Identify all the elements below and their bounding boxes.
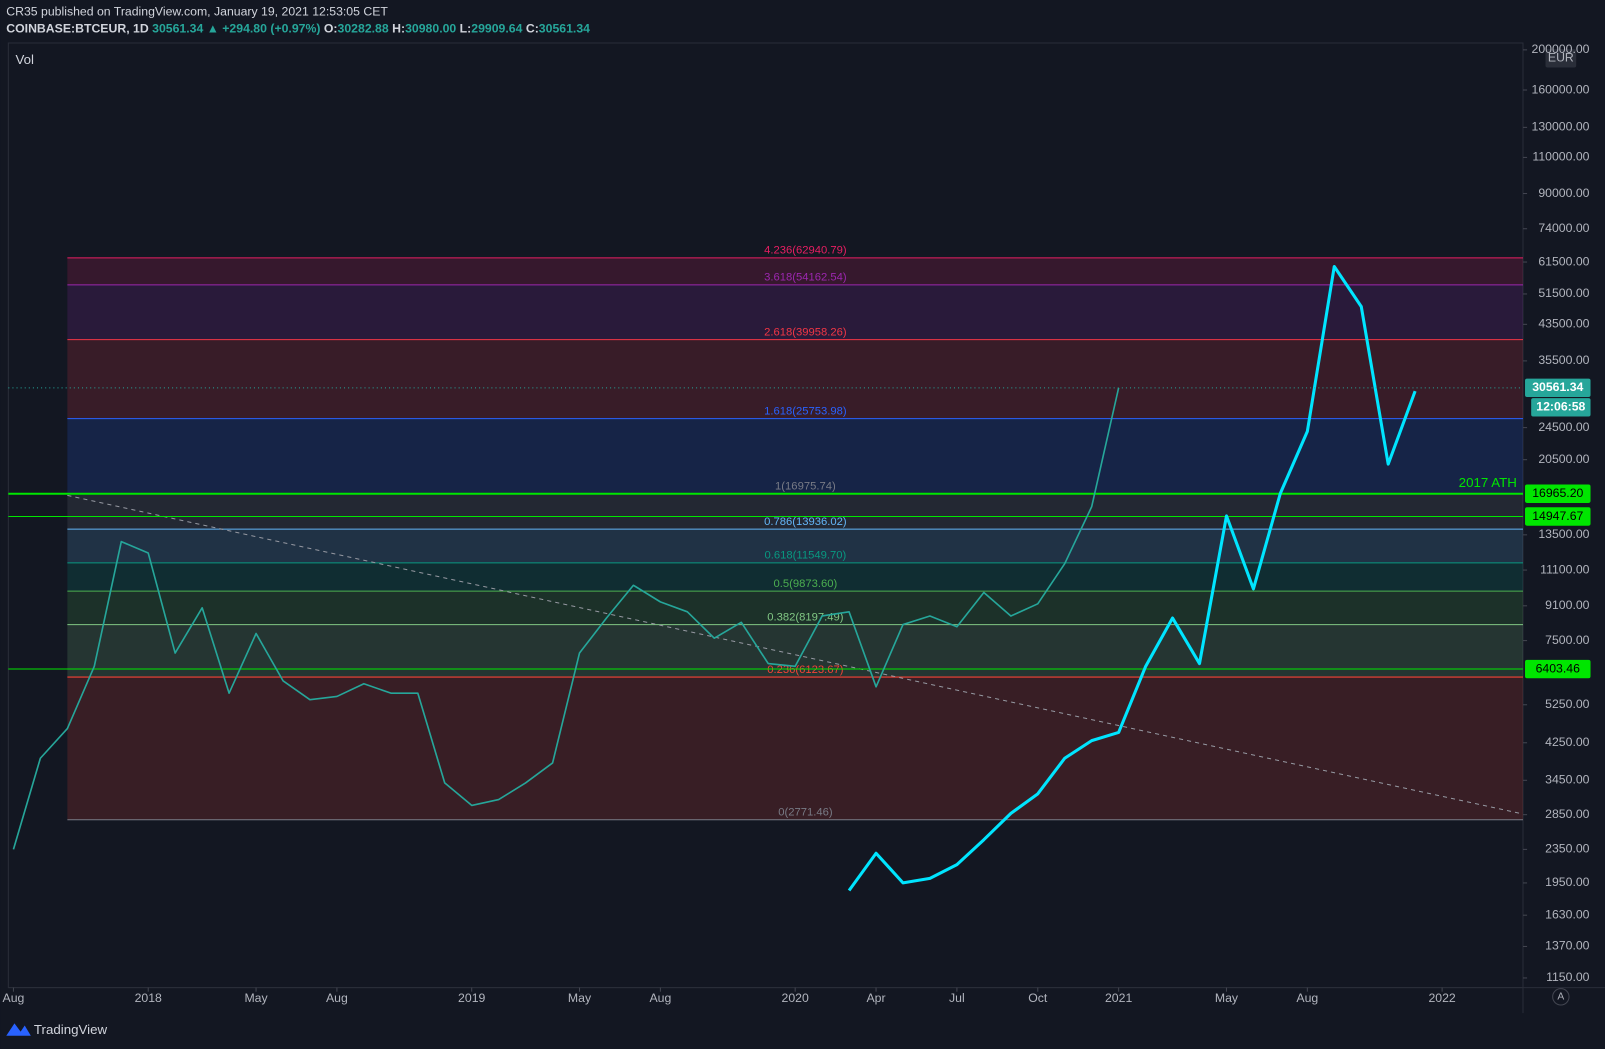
price-tag-label: 30561.34	[1532, 380, 1583, 394]
price-tag	[1525, 484, 1591, 503]
fib-zone	[67, 529, 1523, 563]
fib-zone	[67, 677, 1523, 820]
y-tick-label: 4250.00	[1545, 735, 1590, 749]
countdown: 12:06:58	[1536, 400, 1585, 414]
logo	[6, 1023, 31, 1036]
x-tick-label: 2021	[1105, 991, 1132, 1005]
fib-label: 1(16975.74)	[775, 480, 836, 492]
x-tick-label: Aug	[1296, 991, 1318, 1005]
x-tick-label: May	[568, 991, 592, 1005]
price-tag-label: 14947.67	[1532, 509, 1583, 523]
y-tick-label: 130000.00	[1532, 120, 1590, 134]
price-line-series	[12, 387, 1120, 850]
value: 30282.88	[338, 22, 389, 36]
fib-label: 3.618(54162.54)	[764, 272, 847, 284]
author-line: CR35 published on TradingView.com, Janua…	[6, 5, 388, 19]
pane	[7, 42, 1524, 989]
fib-zone	[67, 591, 1523, 625]
y-tick-label: 43500.00	[1538, 317, 1589, 331]
y-tick-label: 1950.00	[1545, 875, 1590, 889]
value: 30980.00	[405, 22, 456, 36]
fib-zone	[67, 624, 1523, 678]
x-tick-label: Oct	[1028, 991, 1048, 1005]
fib-label: 0.786(13936.02)	[764, 516, 847, 528]
fib-label: 0.618(11549.70)	[765, 550, 847, 562]
value: 30561.34	[539, 22, 590, 36]
y-tick-label: 1150.00	[1546, 970, 1590, 984]
y-tick-label: 7500.00	[1545, 633, 1590, 647]
fib-label: 0(2771.46)	[778, 807, 833, 819]
volume-label: Vol	[15, 52, 34, 67]
y-tick-label: 1630.00	[1545, 907, 1590, 921]
symbol: COINBASE:BTCEUR, 1D	[6, 22, 149, 36]
annotation: 2017 ATH	[1459, 475, 1517, 490]
y-tick-label: 61500.00	[1538, 254, 1589, 268]
x-tick-label: Jul	[949, 991, 965, 1005]
fib-label: 4.236(62940.79)	[764, 245, 847, 257]
fib-zone	[67, 257, 1523, 285]
price-tag	[1525, 378, 1591, 398]
brand: TradingView	[34, 1022, 108, 1037]
fib-label: 1.618(25753.98)	[764, 405, 847, 417]
price-line-series	[847, 264, 1417, 892]
y-tick-label: 11100.00	[1540, 562, 1590, 576]
last: 30561.34	[152, 22, 203, 36]
y-tick-label: 5250.00	[1545, 697, 1590, 711]
scale-button[interactable]	[1552, 988, 1570, 1006]
y-tick-label: 160000.00	[1532, 82, 1590, 96]
x-tick-label: May	[1215, 991, 1239, 1005]
y-tick-label: 2350.00	[1545, 842, 1590, 856]
x-tick-label: Aug	[3, 991, 25, 1005]
trendline	[67, 494, 1524, 815]
x-tick-label: Apr	[866, 991, 885, 1005]
x-tick-label: 2020	[782, 991, 809, 1005]
y-tick-label: 20500.00	[1538, 452, 1589, 466]
label: H:	[392, 22, 405, 36]
y-tick-label: 3450.00	[1545, 773, 1590, 787]
value: 29909.64	[471, 22, 522, 36]
x-tick-label: 2019	[458, 991, 485, 1005]
currency-box	[1545, 49, 1577, 68]
y-tick-label: 74000.00	[1538, 221, 1589, 235]
currency: EUR	[1548, 51, 1574, 65]
fib-zone	[67, 339, 1523, 419]
y-tick-label: 51500.00	[1538, 286, 1589, 300]
y-tick-label: 35500.00	[1538, 353, 1589, 367]
x-tick-label: May	[244, 991, 268, 1005]
y-tick-label: 2850.00	[1545, 807, 1590, 821]
fib-zone	[67, 418, 1523, 494]
fib-zone	[67, 284, 1523, 340]
price-tag-label: 16965.20	[1532, 486, 1583, 500]
y-tick-label: 90000.00	[1538, 186, 1589, 200]
countdown-tag	[1531, 398, 1591, 417]
fib-label: 2.618(39958.26)	[764, 326, 847, 338]
price-tag	[1525, 659, 1591, 679]
fib-label: 0.382(8197.49)	[767, 611, 844, 623]
y-tick-label: 110000.00	[1532, 150, 1589, 164]
y-tick-label: 9100.00	[1545, 598, 1590, 612]
x-tick-label: 2018	[135, 991, 162, 1005]
ohlc-line: COINBASE:BTCEUR, 1D 30561.34 ▲ +294.80 (…	[6, 22, 590, 36]
price-tag-label: 6403.46	[1536, 661, 1581, 675]
change: ▲ +294.80 (+0.97%)	[207, 22, 321, 36]
x-tick-label: 2022	[1428, 991, 1455, 1005]
y-tick-label: 1370.00	[1545, 939, 1590, 953]
price-tag	[1525, 507, 1591, 526]
fib-zone	[67, 562, 1523, 592]
y-tick-label: 13500.00	[1538, 527, 1589, 541]
label: L:	[460, 22, 472, 36]
x-tick-label: Aug	[649, 991, 671, 1005]
fib-label: 0.5(9873.60)	[773, 578, 837, 590]
y-tick-label: 200000.00	[1532, 42, 1590, 56]
fib-zone	[67, 493, 1523, 530]
x-tick-label: Aug	[326, 991, 348, 1005]
label: C:	[526, 22, 539, 36]
scale-mode[interactable]: A	[1557, 992, 1564, 1003]
y-tick-label: 24500.00	[1538, 420, 1589, 434]
label: O:	[324, 22, 338, 36]
fib-label: 0.236(6123.67)	[767, 664, 844, 676]
